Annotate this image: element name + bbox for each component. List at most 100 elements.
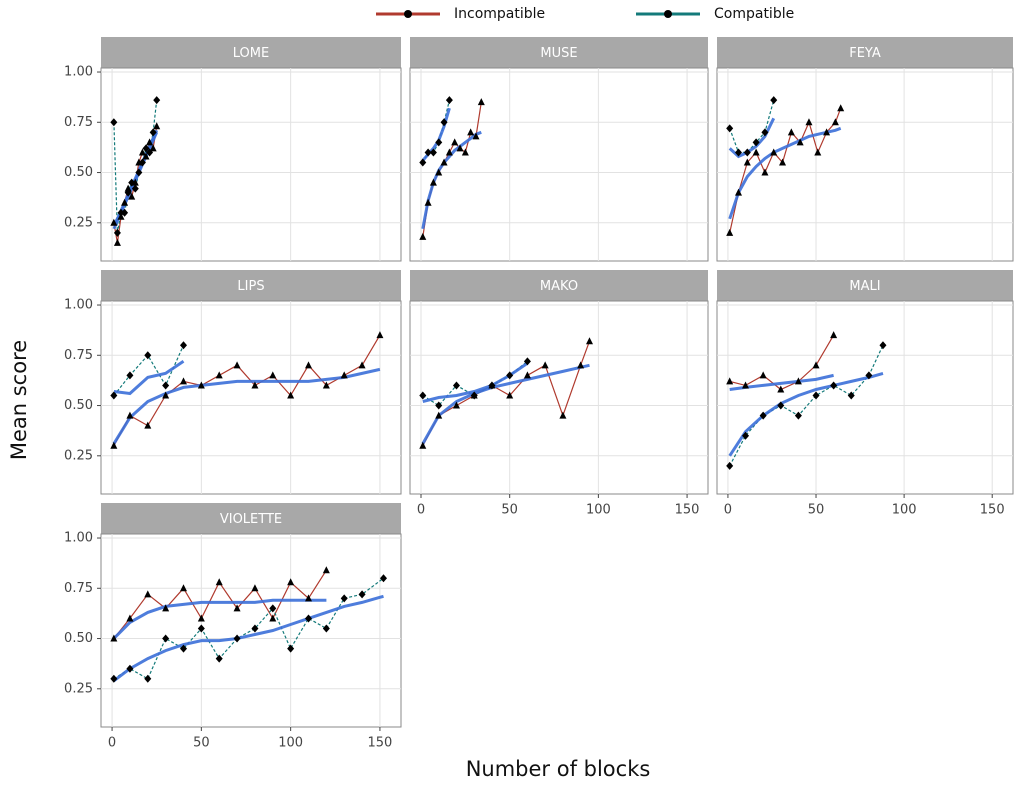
point (124, 188, 132, 197)
strip-title: FEYA (849, 46, 881, 61)
point (162, 391, 170, 399)
point (452, 381, 460, 390)
point (435, 138, 443, 147)
point (752, 148, 760, 156)
point (305, 361, 312, 369)
point (440, 118, 448, 127)
point (794, 411, 802, 420)
point (472, 132, 480, 140)
point (128, 192, 136, 200)
point (153, 96, 161, 105)
point (126, 371, 134, 380)
trend-line (112, 367, 381, 445)
point (830, 331, 838, 339)
point (135, 168, 143, 177)
point (488, 381, 496, 390)
point (149, 144, 157, 152)
point (233, 604, 241, 612)
point (144, 421, 152, 429)
point (726, 377, 734, 385)
point (251, 584, 259, 592)
point (162, 634, 170, 643)
point (467, 128, 475, 136)
point (113, 228, 121, 237)
point (180, 584, 187, 592)
point (830, 381, 838, 390)
point (445, 148, 453, 156)
point (429, 178, 437, 186)
point (380, 574, 387, 583)
point (269, 604, 277, 613)
point (215, 371, 223, 379)
y-tick-label: 0.25 (64, 681, 93, 696)
strip-title: VIOLETTE (220, 512, 282, 527)
x-tick-label: 100 (586, 503, 611, 518)
strip (410, 37, 708, 68)
point (419, 232, 427, 240)
point (138, 158, 146, 167)
point (445, 96, 453, 105)
panel-bg (409, 67, 709, 262)
y-tick-label: 0.50 (64, 398, 93, 413)
point (794, 377, 802, 385)
point (126, 664, 134, 673)
point (110, 218, 118, 226)
panel-bg (100, 533, 402, 728)
x-tick-label: 150 (368, 736, 393, 751)
point (376, 331, 384, 339)
point (322, 624, 330, 633)
x-tick-label: 0 (417, 503, 425, 518)
y-tick-label: 0.50 (64, 165, 93, 180)
point (787, 128, 795, 136)
point (144, 674, 152, 683)
point (761, 168, 769, 176)
point (162, 604, 170, 612)
point (180, 377, 187, 385)
point (470, 391, 478, 400)
point (759, 371, 767, 379)
point (128, 178, 136, 187)
legend-label: Incompatible (454, 6, 545, 22)
point (251, 624, 259, 633)
point (142, 144, 150, 153)
point (419, 158, 427, 167)
point (419, 391, 427, 400)
point (879, 341, 887, 350)
point (805, 118, 813, 126)
point (146, 148, 154, 157)
strip-title: MAKO (540, 279, 578, 294)
trend-line (421, 130, 482, 230)
point (429, 148, 437, 157)
point (197, 614, 205, 622)
strip (410, 270, 708, 301)
point (523, 357, 531, 366)
point (759, 411, 767, 420)
point (847, 391, 855, 400)
panel-bg (100, 300, 402, 495)
trend-line (728, 371, 884, 457)
point (197, 624, 205, 633)
point (424, 198, 432, 206)
point (215, 654, 223, 663)
point (287, 391, 295, 399)
strip (101, 503, 401, 534)
legend-label: Compatible (714, 6, 794, 22)
point (322, 381, 330, 389)
x-tick-label: 50 (808, 503, 825, 518)
point (117, 208, 125, 217)
point (126, 614, 134, 622)
series-line (113, 334, 381, 447)
x-tick-label: 0 (108, 736, 116, 751)
point (142, 152, 150, 160)
trend-line (112, 598, 327, 640)
point (777, 401, 785, 410)
point (138, 148, 146, 156)
point (305, 594, 312, 602)
point (812, 361, 820, 369)
point (451, 138, 459, 146)
y-tick-label: 0.75 (64, 581, 93, 596)
x-tick-label: 50 (193, 736, 210, 751)
strip-title: LIPS (237, 279, 264, 294)
point (523, 371, 531, 379)
strip-title: LOME (233, 46, 269, 61)
